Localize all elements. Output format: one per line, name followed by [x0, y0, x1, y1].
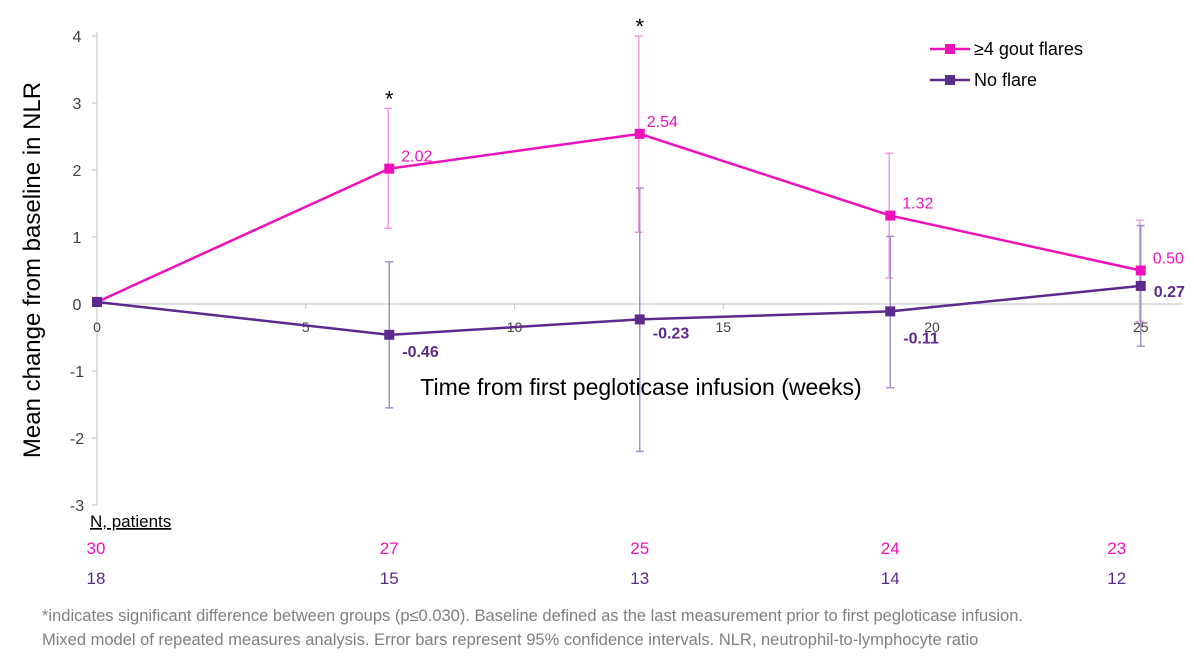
n-value: 30: [87, 539, 106, 558]
y-tick-label: 2: [73, 163, 82, 180]
significance-asterisk: *: [635, 14, 644, 39]
x-tick-label: 15: [715, 319, 731, 335]
n-table-header: N, patients: [90, 512, 171, 531]
data-point: [1135, 280, 1146, 291]
y-tick-label: -1: [70, 364, 84, 381]
data-label: -0.23: [653, 325, 690, 342]
y-tick-label: -2: [70, 431, 84, 448]
legend: ≥4 gout flares No flare: [930, 39, 1083, 90]
series-line-gout-flares: [96, 132, 1142, 304]
n-patients-table: N, patients 30 27 25 24 23 18 15 13 14 12: [87, 512, 1127, 588]
data-label: 1.32: [902, 196, 933, 213]
data-labels: 2.02 2.54 1.32 0.50 -0.46 -0.23 -0.11 0.27: [401, 114, 1185, 361]
data-label: 2.54: [647, 114, 678, 131]
x-tick-label: 5: [302, 319, 310, 335]
y-tick-label: 1: [73, 230, 82, 247]
n-value: 24: [881, 539, 900, 558]
data-label: -0.46: [402, 344, 439, 361]
data-points: [92, 128, 1146, 340]
data-point: [384, 329, 395, 340]
n-value: 14: [881, 569, 900, 588]
footnote-line-1: *indicates significant difference betwee…: [42, 607, 1023, 625]
legend-entry: No flare: [974, 70, 1037, 90]
data-point: [384, 163, 395, 174]
data-point: [1135, 265, 1146, 276]
footnote-line-2: Mixed model of repeated measures analysi…: [42, 631, 979, 649]
y-tick-label: 0: [73, 297, 82, 314]
n-value: 13: [630, 569, 649, 588]
footnote: *indicates significant difference betwee…: [42, 604, 1182, 652]
data-point: [634, 314, 645, 325]
data-point: [885, 306, 896, 317]
data-label: 0.50: [1153, 251, 1184, 268]
y-tick-label: 3: [73, 96, 82, 113]
data-label: -0.11: [903, 330, 939, 347]
n-value: 15: [380, 569, 399, 588]
n-value: 12: [1107, 569, 1126, 588]
series-lines: [96, 132, 1142, 337]
significance-asterisk: *: [385, 86, 394, 111]
n-value: 23: [1107, 539, 1126, 558]
y-tick-label: -3: [70, 498, 84, 515]
y-tick-label: 4: [73, 29, 82, 46]
data-label: 0.27: [1154, 284, 1185, 301]
x-tick-label: 20: [924, 319, 940, 335]
data-label: 2.02: [401, 149, 432, 166]
series-line-no-flare: [96, 284, 1141, 337]
x-tick-label: 0: [93, 319, 101, 335]
data-point: [634, 128, 645, 139]
legend-marker: [945, 44, 955, 54]
x-axis-label: Time from first pegloticase infusion (we…: [420, 374, 861, 400]
data-point: [92, 296, 102, 307]
n-value: 25: [630, 539, 649, 558]
legend-entry: ≥4 gout flares: [974, 39, 1083, 59]
legend-marker: [945, 75, 955, 85]
significance-markers: **: [385, 14, 645, 111]
data-point: [885, 210, 896, 221]
y-axis-label: Mean change from baseline in NLR: [19, 82, 46, 458]
n-value: 27: [380, 539, 399, 558]
n-value: 18: [87, 569, 106, 588]
